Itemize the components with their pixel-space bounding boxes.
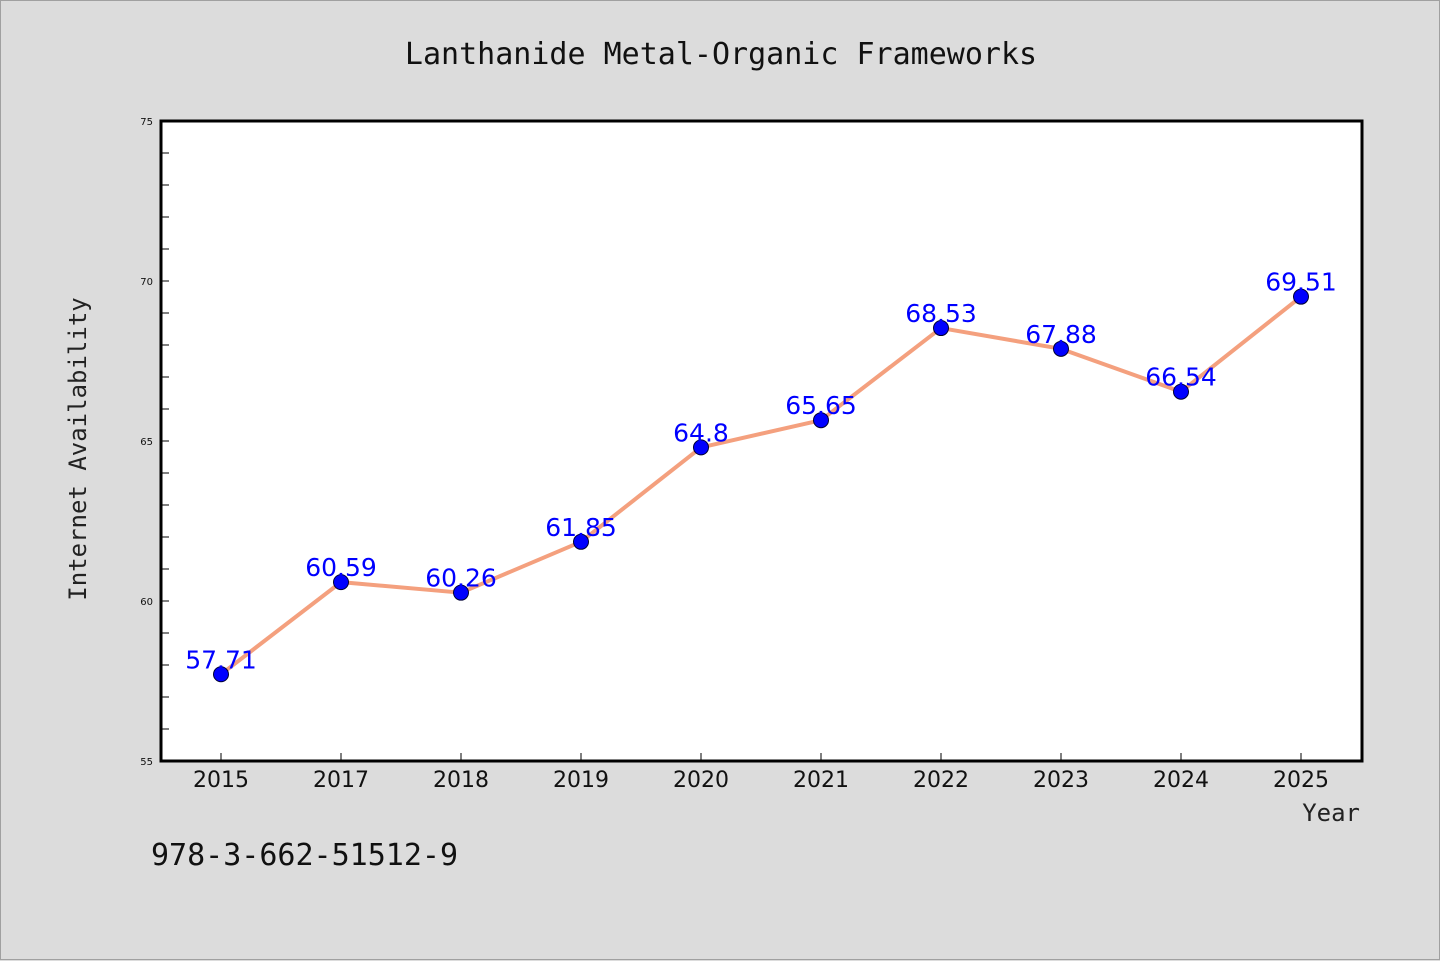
x-tick-label: 2025 — [1273, 768, 1329, 793]
data-point — [1053, 340, 1069, 357]
x-tick-label: 2019 — [553, 768, 609, 793]
y-tick-label: 55 — [140, 757, 153, 768]
y-tick-label: 75 — [140, 117, 153, 128]
data-point — [453, 584, 469, 601]
data-point — [213, 666, 229, 683]
data-label: 66.54 — [1145, 363, 1217, 392]
x-tick-label: 2020 — [673, 768, 729, 793]
series-line — [219, 294, 1303, 677]
data-point — [693, 439, 709, 456]
data-point — [1173, 383, 1189, 400]
data-label: 60.59 — [305, 553, 377, 582]
chart-title: Lanthanide Metal-Organic Frameworks — [405, 37, 1037, 72]
data-label: 68.53 — [905, 299, 977, 328]
data-labels: 57.71 60.59 60.26 61.85 64.8 65.65 68.53 67.88 6… — [185, 268, 1337, 675]
data-label: 64.8 — [673, 418, 729, 447]
plot-frame — [159, 119, 1364, 763]
y-axis-label: Internet Availability — [64, 297, 92, 600]
data-point — [573, 533, 589, 550]
data-series — [213, 288, 1309, 683]
data-label: 60.26 — [425, 564, 497, 593]
data-point — [933, 320, 949, 337]
x-axis: 2015 2017 2018 2019 2020 2021 2022 2023 2024 2025 — [193, 753, 1329, 793]
x-tick-label: 2018 — [433, 768, 489, 793]
data-label: 65.65 — [785, 391, 857, 420]
x-tick-label: 2021 — [793, 768, 849, 793]
x-tick-label: 2023 — [1033, 768, 1089, 793]
y-tick-label: 70 — [140, 277, 153, 288]
plot-area — [161, 121, 1362, 761]
data-point — [813, 412, 829, 429]
x-tick-label: 2022 — [913, 768, 969, 793]
y-tick-label: 60 — [140, 597, 153, 608]
data-label: 69.51 — [1265, 268, 1337, 297]
x-tick-label: 2017 — [313, 768, 369, 793]
x-axis-label: Year — [1302, 799, 1360, 827]
y-tick-label: 65 — [140, 437, 153, 448]
x-tick-label: 2024 — [1153, 768, 1209, 793]
data-point — [1293, 288, 1309, 305]
x-tick-label: 2015 — [193, 768, 249, 793]
data-label: 61.85 — [545, 513, 617, 542]
data-label: 57.71 — [185, 645, 257, 674]
footer-code: 978-3-662-51512-9 — [151, 838, 458, 873]
data-point — [333, 574, 349, 591]
data-label: 67.88 — [1025, 320, 1097, 349]
